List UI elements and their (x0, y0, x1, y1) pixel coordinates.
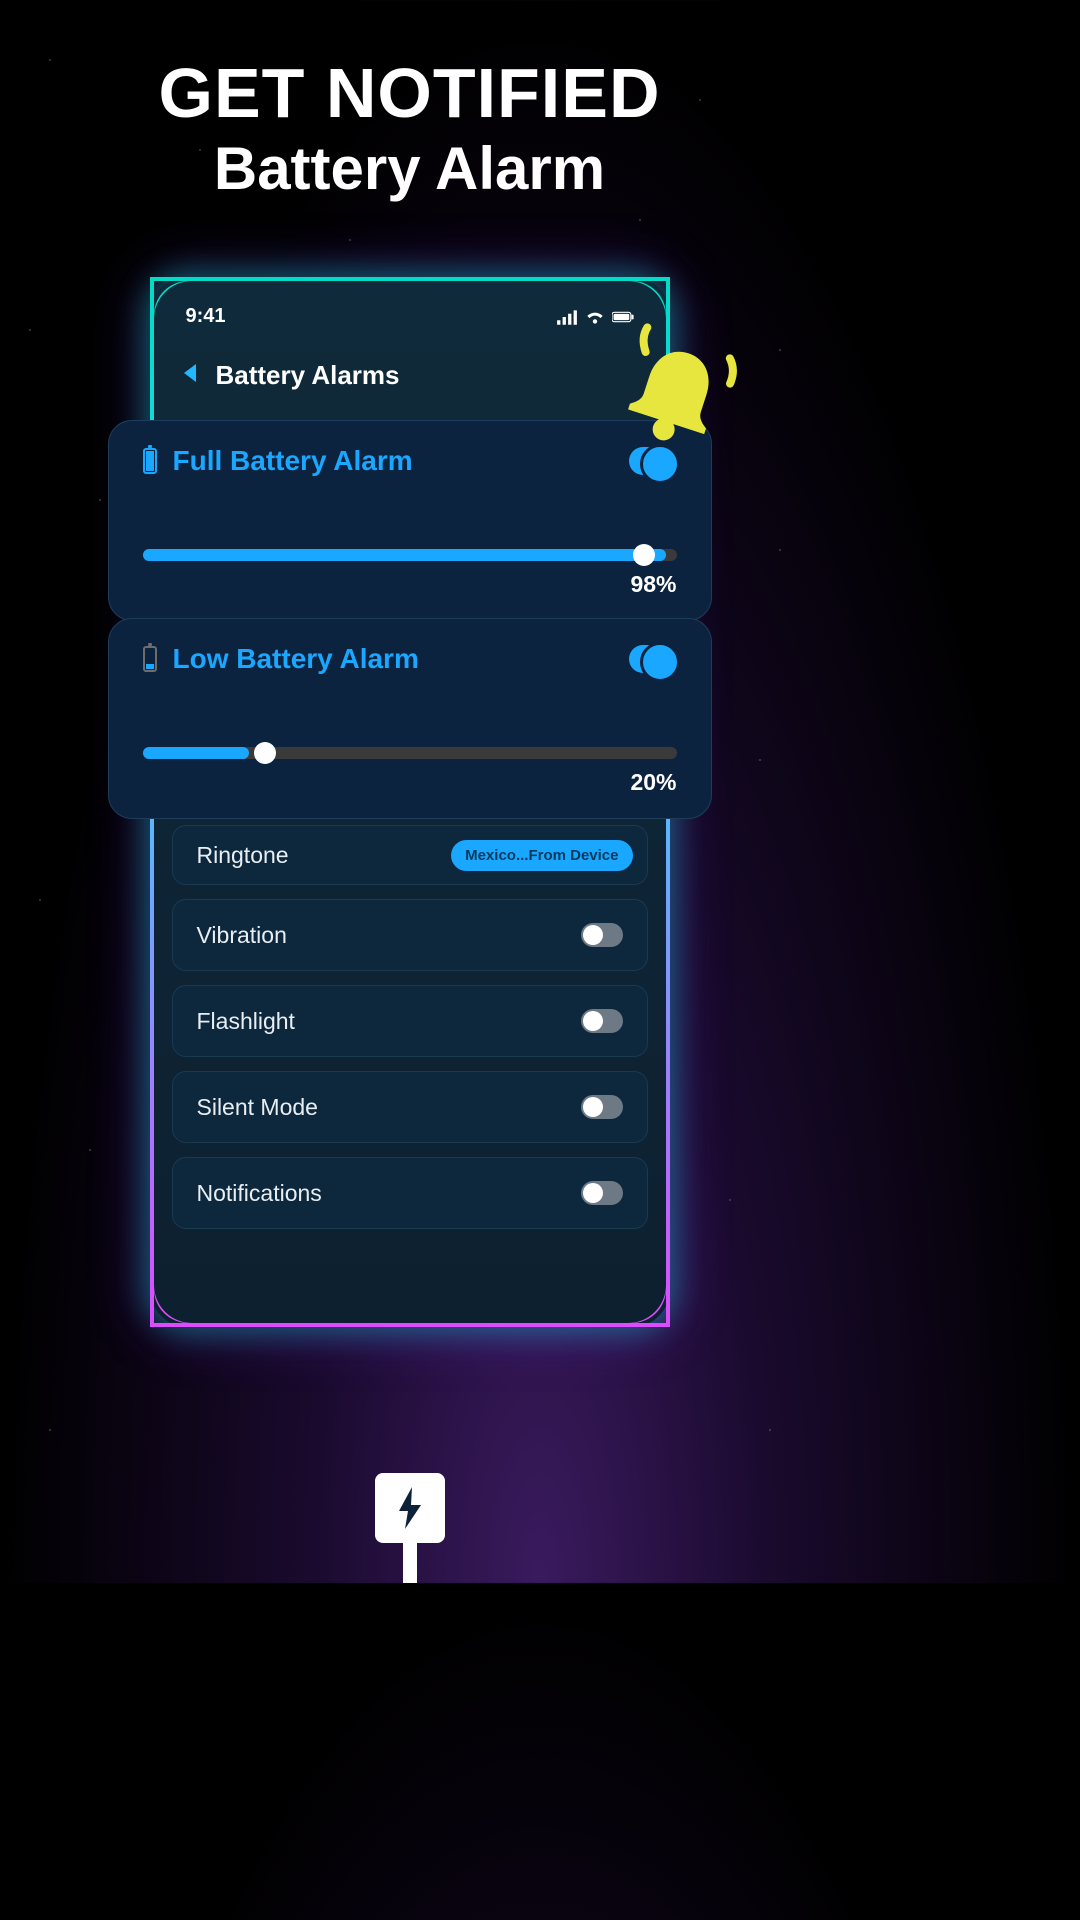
ringtone-row[interactable]: Ringtone Mexico...From Device (172, 825, 648, 885)
silent-mode-label: Silent Mode (197, 1094, 318, 1121)
charger-block (375, 1473, 445, 1543)
bolt-icon (395, 1487, 425, 1529)
notifications-toggle[interactable] (581, 1181, 623, 1205)
settings-list: Ringtone Mexico...From Device Vibration … (154, 831, 666, 1229)
flashlight-row[interactable]: Flashlight (172, 985, 648, 1057)
low-battery-slider[interactable] (143, 747, 677, 759)
flashlight-label: Flashlight (197, 1008, 295, 1035)
hero-title-1: GET NOTIFIED (0, 58, 819, 128)
vibration-row[interactable]: Vibration (172, 899, 648, 971)
vibration-label: Vibration (197, 922, 287, 949)
status-time: 9:41 (186, 305, 226, 328)
status-bar: 9:41 (154, 281, 666, 336)
low-battery-card: Low Battery Alarm 20% (108, 618, 712, 819)
wifi-icon (584, 309, 606, 325)
full-battery-card: Full Battery Alarm 98% (108, 420, 712, 621)
nav-bar: Battery Alarms (154, 336, 666, 401)
slider-thumb[interactable] (633, 544, 655, 566)
hero-header: GET NOTIFIED Battery Alarm (0, 0, 819, 202)
charger-cable (403, 1543, 417, 1583)
flashlight-toggle[interactable] (581, 1009, 623, 1033)
battery-low-icon (143, 646, 157, 672)
page-title: Battery Alarms (216, 360, 400, 391)
notifications-row[interactable]: Notifications (172, 1157, 648, 1229)
status-indicators (556, 309, 634, 325)
charging-port (375, 1473, 445, 1583)
back-icon[interactable] (182, 362, 198, 390)
silent-mode-row[interactable]: Silent Mode (172, 1071, 648, 1143)
full-battery-slider[interactable] (143, 549, 677, 561)
full-battery-percent: 98% (143, 571, 677, 598)
signal-icon (556, 309, 578, 325)
battery-icon (612, 309, 634, 325)
slider-thumb[interactable] (254, 742, 276, 764)
full-battery-title: Full Battery Alarm (173, 445, 413, 477)
low-battery-title: Low Battery Alarm (173, 643, 419, 675)
notifications-label: Notifications (197, 1180, 322, 1207)
low-battery-percent: 20% (143, 769, 677, 796)
ringtone-label: Ringtone (197, 842, 289, 869)
low-battery-toggle[interactable] (629, 645, 677, 673)
vibration-toggle[interactable] (581, 923, 623, 947)
silent-mode-toggle[interactable] (581, 1095, 623, 1119)
hero-title-2: Battery Alarm (0, 136, 819, 202)
battery-full-icon (143, 448, 157, 474)
ringtone-value[interactable]: Mexico...From Device (451, 840, 632, 871)
